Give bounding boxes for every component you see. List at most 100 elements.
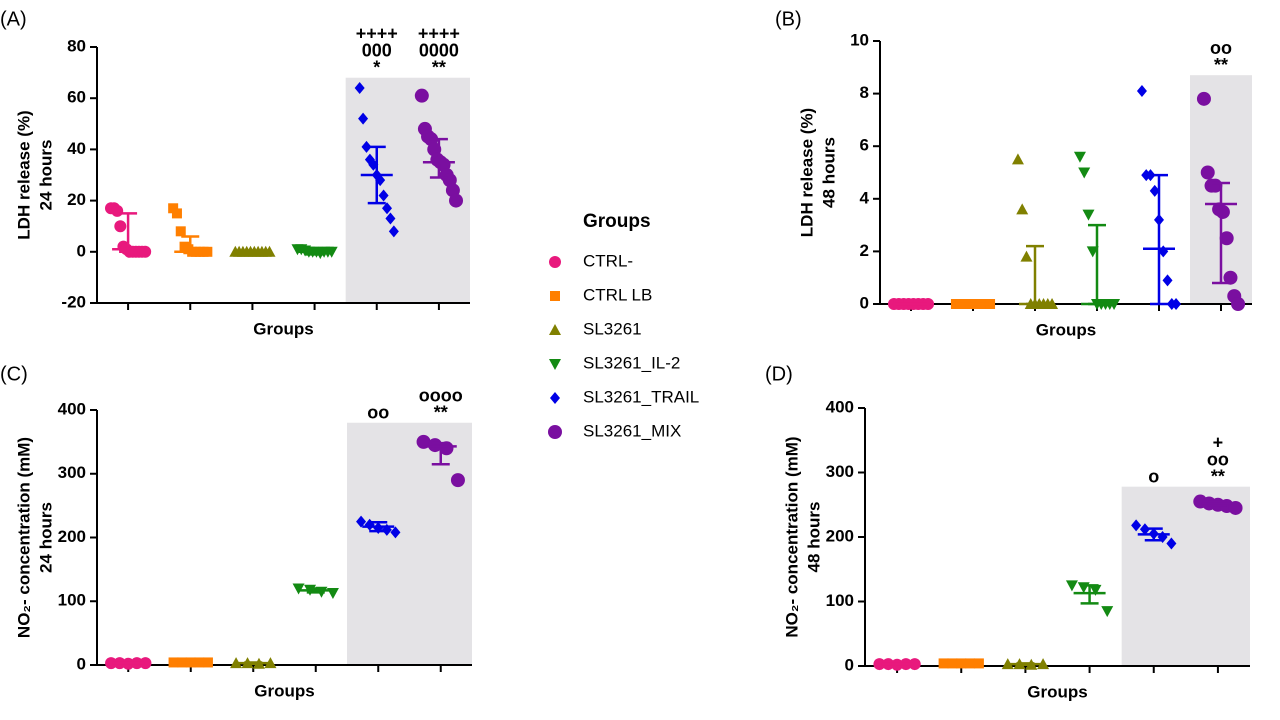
y-tick-label: 100 [58,591,86,610]
y-axis-label: NO₂- concentration (mM) [14,437,33,638]
y-tick-label: 40 [67,139,86,158]
y-tick-label: 20 [67,190,86,209]
data-point [202,657,213,668]
data-point [449,193,464,208]
y-axis-label: 48 hours [804,502,823,573]
data-point [1011,153,1024,165]
data-point [264,657,277,669]
significance-mark: oooo [419,386,463,406]
data-point [439,441,454,456]
y-tick-label: 400 [826,397,854,416]
data-point [1196,91,1211,106]
y-tick-label: 0 [860,293,869,312]
data-point [1001,658,1014,670]
legend-label: SL3261_TRAIL [583,387,699,406]
data-point [230,657,243,669]
legend-marker [549,256,561,268]
data-point [873,658,886,671]
data-point [985,299,996,309]
x-axis-label: Groups [253,319,313,338]
data-point [354,81,365,94]
y-tick-label: 0 [77,241,86,260]
legend-label: SL3261 [583,319,642,338]
data-point [168,203,179,214]
data-point [385,212,396,225]
x-axis-label: Groups [1027,682,1087,701]
data-point [171,208,182,219]
y-axis-label: 24 hours [36,140,55,211]
y-tick-label: 4 [860,188,870,207]
significance-mark: ** [434,403,448,423]
data-point [1215,204,1230,219]
legend-marker [550,392,560,404]
significance-mark: ** [1214,55,1228,75]
significance-mark: oo [1210,38,1232,58]
panel-label: (B) [775,8,802,30]
data-point [168,657,179,668]
y-tick-label: 10 [850,30,869,49]
data-point [378,189,389,202]
y-tick-label: 200 [826,526,854,545]
legend-label: CTRL LB [583,285,652,304]
significance-mark: + [1213,432,1224,452]
legend-title: Groups [583,211,651,232]
highlight-region [1121,486,1250,666]
data-point [114,220,127,233]
data-point [1078,167,1091,179]
data-point [1166,537,1177,550]
y-axis-label: 24 hours [36,502,55,573]
data-point [1149,184,1160,197]
significance-mark: ++++ [418,23,460,43]
y-tick-label: -20 [61,292,86,311]
significance-mark: oo [367,403,389,423]
y-axis-label: 48 hours [819,137,838,208]
y-tick-label: 60 [67,88,86,107]
data-point [1101,606,1114,618]
data-point [938,658,949,669]
y-tick-label: 0 [77,654,86,673]
significance-mark: ++++ [356,23,398,43]
data-point [202,246,213,257]
y-tick-label: 80 [67,36,86,55]
legend-label: CTRL- [583,251,633,270]
data-point [388,225,399,238]
data-point [1089,584,1102,596]
data-point [1131,519,1142,532]
data-point [1086,246,1099,258]
y-tick-label: 300 [826,462,854,481]
y-tick-label: 2 [860,241,869,260]
data-point [1020,250,1033,262]
significance-mark: oo [1207,449,1229,469]
data-point [1162,274,1173,287]
data-point [1108,299,1121,310]
data-point [1171,298,1182,310]
panel-label: (D) [765,363,793,385]
data-point [908,658,921,671]
x-axis-label: Groups [254,681,314,700]
legend-marker [549,324,561,335]
legend-marker [548,425,562,439]
x-axis-label: Groups [1036,320,1096,339]
data-point [1136,84,1147,97]
data-point [292,583,305,595]
y-tick-label: 300 [58,463,86,482]
data-point [139,657,152,670]
data-point [1046,298,1059,309]
data-point [139,245,152,258]
y-tick-label: 100 [826,591,854,610]
data-point [382,202,393,215]
data-point [175,226,186,237]
data-point [1016,203,1029,215]
panel-label: (C) [0,363,28,385]
y-tick-label: 200 [58,527,86,546]
data-point [325,246,338,258]
legend-label: SL3261_MIX [583,421,681,440]
significance-mark: 000 [362,40,392,60]
data-point [1200,165,1215,180]
data-point [390,526,401,539]
data-point [450,473,465,488]
data-point [414,88,429,103]
panel-label: (A) [0,8,27,30]
significance-mark: ** [432,57,446,77]
